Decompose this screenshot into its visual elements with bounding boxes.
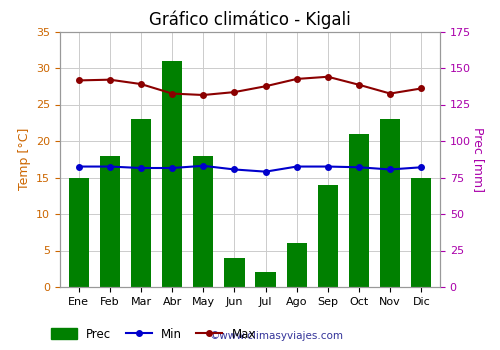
- Bar: [100, 156, 120, 287]
- Bar: [286, 243, 307, 287]
- Bar: [131, 119, 151, 287]
- Bar: [411, 177, 432, 287]
- Bar: [162, 61, 182, 287]
- Bar: [380, 119, 400, 287]
- Legend: Prec, Min, Max: Prec, Min, Max: [51, 328, 256, 341]
- Bar: [318, 185, 338, 287]
- Bar: [193, 156, 214, 287]
- Y-axis label: Prec [mm]: Prec [mm]: [472, 127, 484, 192]
- Y-axis label: Temp [°C]: Temp [°C]: [18, 128, 30, 190]
- Bar: [256, 272, 276, 287]
- Text: ©www.climasyviajes.com: ©www.climasyviajes.com: [210, 331, 344, 341]
- Bar: [349, 134, 369, 287]
- Title: Gráfico climático - Kigali: Gráfico climático - Kigali: [149, 10, 351, 29]
- Bar: [68, 177, 89, 287]
- Bar: [224, 258, 244, 287]
